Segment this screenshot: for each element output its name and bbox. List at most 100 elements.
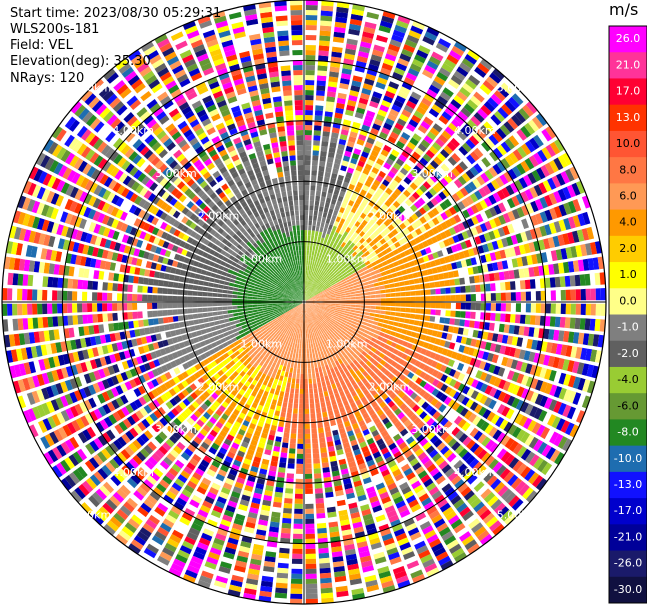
ppi-gate	[460, 294, 466, 302]
ppi-gate	[298, 408, 304, 414]
ppi-gate	[438, 38, 451, 49]
ppi-gate	[504, 513, 517, 526]
ppi-gate	[304, 358, 307, 364]
ppi-gate	[335, 11, 348, 19]
ppi-gate	[340, 295, 346, 298]
ppi-gate	[553, 263, 560, 275]
ppi-gate	[366, 110, 376, 118]
ppi-gate	[455, 294, 461, 302]
ppi-gate	[304, 210, 309, 216]
ppi-gate	[450, 351, 458, 360]
ppi-gate	[234, 319, 241, 324]
ppi-gate	[369, 226, 376, 233]
ppi-gate	[312, 443, 319, 449]
ppi-gate	[310, 302, 316, 304]
ppi-gate	[460, 311, 466, 318]
ppi-gate	[542, 180, 552, 192]
ppi-gate	[370, 251, 377, 257]
ppi-gate	[504, 346, 512, 356]
ppi-gate	[536, 167, 546, 180]
ppi-gate	[422, 441, 432, 451]
ppi-gate	[352, 359, 359, 366]
ppi-gate	[446, 54, 459, 65]
ppi-gate	[433, 274, 440, 281]
ppi-gate	[304, 225, 308, 231]
ppi-gate	[475, 284, 481, 292]
ppi-gate	[507, 117, 519, 130]
ppi-gate	[331, 51, 342, 58]
ppi-gate	[336, 179, 343, 186]
ppi-gate	[548, 329, 555, 340]
ppi-gate	[305, 95, 314, 101]
ppi-gate	[435, 42, 449, 53]
ppi-gate	[416, 49, 429, 59]
ppi-gate	[305, 468, 312, 474]
ppi-gate	[383, 254, 391, 260]
ppi-gate	[458, 161, 468, 171]
ppi-gate	[285, 483, 294, 489]
ppi-gate	[410, 239, 417, 246]
ppi-gate	[407, 380, 415, 388]
ppi-gate	[440, 302, 446, 309]
ppi-gate	[383, 362, 391, 369]
ppi-gate	[460, 486, 472, 497]
ppi-gate	[490, 293, 496, 301]
ppi-gate	[320, 315, 325, 320]
ppi-gate	[314, 115, 323, 121]
ppi-gate	[544, 162, 555, 175]
ppi-gate	[413, 110, 424, 120]
ppi-gate	[585, 243, 593, 256]
ppi-gate	[307, 328, 309, 334]
ppi-gate	[399, 86, 411, 95]
ppi-gate	[500, 313, 506, 322]
ppi-gate	[488, 134, 499, 146]
ppi-gate	[356, 322, 362, 327]
ppi-gate	[356, 55, 368, 63]
ppi-gate	[323, 391, 329, 397]
ppi-gate	[394, 332, 401, 338]
ppi-gate	[371, 244, 379, 251]
ppi-gate	[453, 381, 462, 390]
ppi-gate	[327, 152, 335, 158]
ppi-gate	[520, 291, 526, 301]
ppi-gate	[324, 266, 329, 272]
ppi-gate	[305, 302, 311, 305]
ppi-gate	[395, 297, 401, 302]
ppi-gate	[381, 249, 388, 256]
ppi-gate	[406, 123, 416, 132]
ppi-gate	[501, 260, 509, 270]
ppi-gate	[344, 276, 351, 281]
ppi-gate	[295, 383, 300, 389]
ppi-gate	[390, 311, 396, 316]
ppi-gate	[338, 274, 344, 279]
ppi-gate	[364, 141, 373, 149]
ppi-gate	[306, 338, 309, 344]
ppi-gate	[401, 244, 408, 251]
ppi-gate	[193, 319, 200, 325]
ppi-gate	[433, 156, 443, 166]
ppi-gate	[585, 288, 591, 301]
ppi-gate	[415, 368, 423, 376]
ppi-gate	[339, 190, 346, 198]
ppi-gate	[318, 55, 329, 62]
ppi-gate	[383, 377, 391, 385]
ppi-gate	[331, 198, 337, 205]
ppi-gate	[575, 245, 583, 257]
ppi-gate	[291, 428, 297, 434]
ppi-gate	[318, 50, 329, 57]
ppi-gate	[318, 366, 323, 373]
ppi-gate	[470, 497, 482, 509]
ppi-gate	[373, 179, 381, 187]
ppi-gate	[308, 307, 312, 312]
ppi-gate	[376, 226, 384, 234]
ppi-gate	[479, 509, 492, 521]
ppi-gate	[448, 79, 460, 90]
ppi-gate	[336, 97, 346, 105]
ppi-gate	[372, 237, 379, 244]
ppi-gate	[492, 163, 502, 175]
ppi-gate	[315, 314, 320, 319]
ppi-gate	[471, 215, 479, 225]
ppi-gate	[440, 417, 449, 427]
ppi-gate	[305, 290, 308, 296]
ppi-gate	[587, 380, 596, 394]
